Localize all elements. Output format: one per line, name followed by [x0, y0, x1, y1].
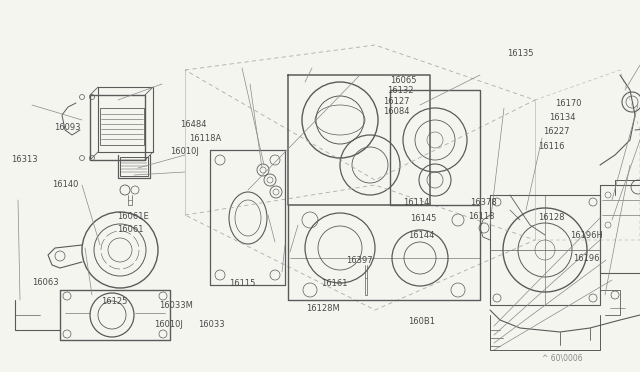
Text: 16093: 16093: [54, 123, 81, 132]
Text: 16128: 16128: [538, 213, 564, 222]
Text: ^ 60\0006: ^ 60\0006: [542, 353, 582, 362]
Text: 16114: 16114: [403, 198, 429, 207]
Text: 16116: 16116: [538, 142, 564, 151]
Bar: [120, 157, 148, 176]
Text: 16118: 16118: [468, 212, 495, 221]
Text: 16127: 16127: [383, 97, 409, 106]
Text: 16484: 16484: [180, 120, 207, 129]
Text: 16144: 16144: [408, 231, 434, 240]
Text: 160B1: 160B1: [408, 317, 435, 326]
Text: 16063: 16063: [32, 278, 59, 287]
Text: 16061: 16061: [117, 225, 143, 234]
Text: 16118A: 16118A: [189, 134, 221, 143]
Text: 16065: 16065: [390, 76, 417, 85]
Text: 16397: 16397: [346, 256, 372, 265]
Text: 16128M: 16128M: [306, 304, 340, 313]
Text: 16140: 16140: [52, 180, 79, 189]
Text: 16145: 16145: [410, 214, 436, 223]
Text: 16010J: 16010J: [170, 147, 198, 156]
Text: 16161: 16161: [321, 279, 348, 288]
Bar: [100, 108, 144, 145]
Text: 16061E: 16061E: [117, 212, 149, 221]
Text: 16227: 16227: [543, 127, 569, 136]
Text: 16196H: 16196H: [570, 231, 602, 240]
Text: 16084: 16084: [383, 107, 409, 116]
Text: 16135: 16135: [507, 49, 533, 58]
Text: 16125: 16125: [101, 297, 127, 306]
Text: 16196: 16196: [573, 254, 599, 263]
Text: 16033M: 16033M: [159, 301, 193, 310]
Text: 16010J: 16010J: [154, 320, 182, 329]
Text: 16313: 16313: [12, 155, 38, 164]
Text: 16115: 16115: [229, 279, 255, 288]
Text: 16378: 16378: [470, 198, 497, 207]
Bar: [600, 185, 640, 273]
Text: 16170: 16170: [556, 99, 582, 108]
Text: 16033: 16033: [198, 320, 225, 329]
Text: 16132: 16132: [387, 86, 413, 95]
Text: 16134: 16134: [549, 113, 575, 122]
